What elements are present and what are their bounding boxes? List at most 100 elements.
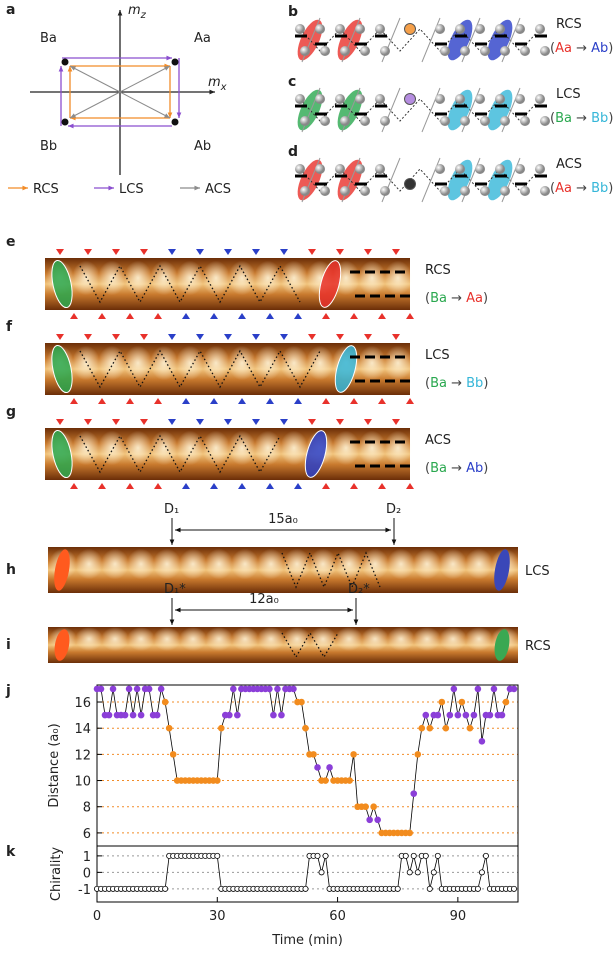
atom	[295, 94, 305, 104]
arrow-head	[177, 112, 182, 118]
text-part: )	[608, 111, 613, 126]
data-point	[266, 686, 273, 693]
data-point	[403, 853, 408, 858]
data-point	[166, 725, 173, 732]
x-axis-label: Time (min)	[271, 933, 343, 948]
y-tick-label: -1	[78, 883, 91, 898]
stm-blob	[358, 431, 386, 466]
stm-blob	[309, 627, 337, 651]
data-point	[447, 712, 454, 719]
atom	[495, 24, 505, 34]
data-point	[415, 870, 420, 875]
atom	[380, 116, 390, 126]
y-tick-label: 6	[83, 827, 91, 842]
text-part: )	[483, 461, 488, 476]
legend-label: RCS	[33, 182, 59, 197]
site-marker	[70, 313, 78, 319]
site-marker	[70, 398, 78, 404]
site-marker	[84, 249, 92, 255]
data-point	[314, 764, 321, 771]
axis-label: mz	[128, 3, 147, 21]
panel-label: k	[6, 844, 16, 860]
site-marker	[140, 334, 148, 340]
site-marker	[336, 249, 344, 255]
stm-blob	[176, 346, 204, 381]
data-point	[406, 830, 413, 837]
figure: amzmxBaAaBbAbRCSLCSACSbRCS(Aa → Ab)cLCS(…	[0, 0, 614, 956]
stm-blob	[179, 627, 207, 651]
atom	[495, 94, 505, 104]
stm-blob	[124, 431, 152, 466]
text-part: Ba	[430, 461, 447, 476]
data-point	[298, 699, 305, 706]
atom	[475, 164, 485, 174]
site-marker	[322, 483, 330, 489]
site-marker	[308, 334, 316, 340]
site-marker	[406, 313, 414, 319]
data-point	[435, 853, 440, 858]
atom	[340, 46, 350, 56]
arrow-line	[70, 92, 120, 118]
data-point	[350, 751, 357, 758]
site-marker	[252, 419, 260, 425]
text-part: )	[608, 41, 613, 56]
text-part: Ab	[466, 461, 483, 476]
defect-atom	[405, 179, 416, 190]
chain-name: LCS	[525, 564, 550, 579]
defect-atom	[405, 94, 416, 105]
atom	[340, 116, 350, 126]
site-marker	[308, 419, 316, 425]
site-marker	[196, 249, 204, 255]
site-marker	[294, 313, 302, 319]
corner-label: Aa	[194, 31, 211, 46]
site-marker	[56, 419, 64, 425]
connector	[141, 689, 145, 715]
connector	[273, 689, 277, 715]
atom	[355, 24, 365, 34]
slash	[422, 18, 440, 62]
slash	[422, 158, 440, 202]
corner-dot	[62, 119, 69, 126]
plot-frame	[97, 685, 518, 846]
atom	[475, 24, 485, 34]
domain-ellipse	[333, 156, 368, 203]
atom	[435, 164, 445, 174]
data-point	[315, 853, 320, 858]
site-marker	[140, 249, 148, 255]
data-point	[138, 712, 145, 719]
stm-blob	[361, 627, 389, 651]
arrow-head	[392, 539, 397, 545]
atom	[300, 46, 310, 56]
stm-blob	[384, 261, 412, 296]
defect-marker: D₂	[386, 502, 401, 517]
arrow-head	[108, 186, 114, 191]
stm-blob	[254, 261, 282, 296]
data-point	[426, 725, 433, 732]
stm-blob	[231, 549, 259, 580]
atom	[520, 46, 530, 56]
text-part: Ab	[591, 41, 608, 56]
slash	[422, 88, 440, 132]
stm-blob	[124, 261, 152, 296]
atom	[440, 116, 450, 126]
atom	[300, 116, 310, 126]
stm-blob	[231, 627, 259, 651]
text-part: Bb	[466, 376, 483, 391]
connector	[414, 754, 418, 793]
y-tick-label: 16	[74, 696, 91, 711]
stm-blob	[127, 627, 155, 651]
data-point	[431, 870, 436, 875]
site-marker	[266, 313, 274, 319]
stm-blob	[98, 431, 126, 466]
data-point	[410, 790, 417, 797]
atom	[440, 46, 450, 56]
site-marker	[336, 334, 344, 340]
symbol: m	[208, 75, 221, 90]
connector	[169, 728, 173, 754]
data-point	[370, 803, 377, 810]
atom	[500, 116, 510, 126]
stm-blob	[254, 346, 282, 381]
data-point	[475, 686, 482, 693]
site-marker	[294, 398, 302, 404]
stm-blob	[257, 549, 285, 580]
